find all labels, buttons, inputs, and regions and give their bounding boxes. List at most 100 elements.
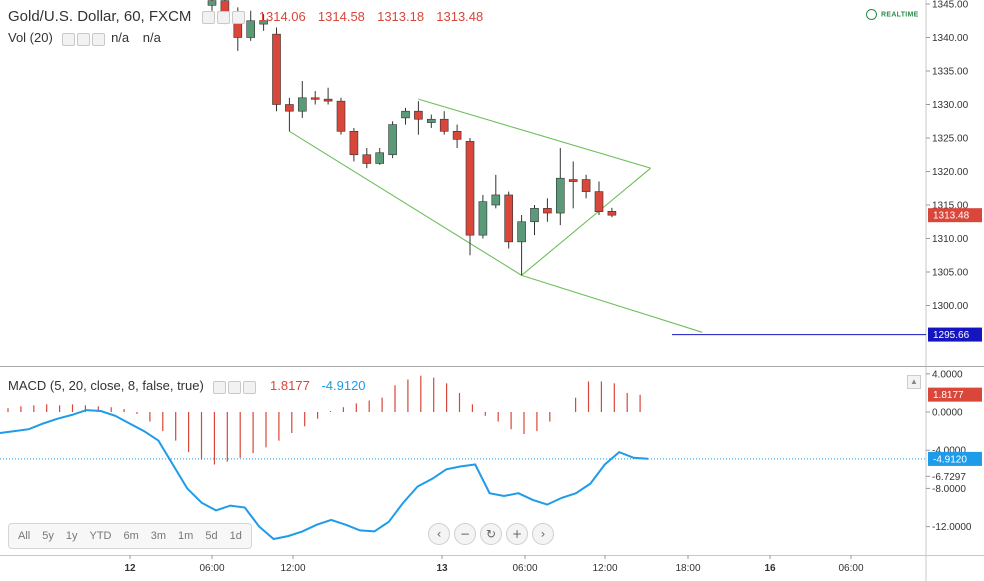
macd-tick-label: 0.0000	[932, 408, 963, 419]
range-button-all[interactable]: All	[12, 526, 36, 546]
last-price-box	[928, 208, 982, 223]
candle-body	[362, 154, 372, 164]
last-price-label: 1313.48	[933, 211, 970, 222]
range-button-1m[interactable]: 1m	[172, 526, 199, 546]
price-tick-label: 1310.00	[932, 234, 969, 245]
candle-body	[530, 208, 539, 223]
zoom-in-button[interactable]: +	[506, 523, 528, 545]
price-tick-label: 1320.00	[932, 167, 969, 178]
close-icon[interactable]	[243, 381, 257, 395]
candle-body	[478, 201, 488, 236]
chart-navigation: ‹ − ↻ + ›	[428, 523, 554, 545]
reset-button[interactable]: ↻	[480, 523, 502, 545]
close-icon[interactable]	[231, 11, 245, 25]
price-tick-label: 1300.00	[932, 301, 969, 312]
candle-body	[310, 97, 320, 100]
candle-body	[207, 0, 217, 6]
price-tick-label: 1345.00	[932, 0, 969, 11]
candle-body	[504, 194, 514, 243]
macd-tick-label: -4.0000	[932, 446, 966, 457]
gear-icon[interactable]	[216, 11, 230, 25]
eye-icon[interactable]	[201, 11, 215, 25]
range-button-6m[interactable]: 6m	[117, 526, 144, 546]
price-level-box	[928, 327, 982, 342]
candle-body	[259, 20, 268, 25]
time-tick-label: 13	[436, 563, 448, 574]
candle-body	[491, 194, 501, 206]
macd-hist-box	[928, 387, 982, 402]
candle-body	[349, 131, 359, 156]
time-tick-label: 16	[764, 563, 776, 574]
candle-body	[401, 110, 410, 119]
volume-value-b: n/a	[142, 30, 161, 45]
range-button-1y[interactable]: 1y	[60, 526, 84, 546]
macd-legend: MACD (5, 20, close, 8, false, true) 1.81…	[8, 378, 366, 395]
maximize-pane-button[interactable]: ▲	[907, 375, 921, 389]
trendline	[289, 130, 522, 276]
time-tick-label: 06:00	[199, 563, 224, 574]
time-tick-label: 18:00	[675, 563, 700, 574]
candle-body	[272, 33, 281, 105]
candle-body	[517, 221, 526, 243]
zoom-out-button[interactable]: −	[454, 523, 476, 545]
trendline	[521, 274, 703, 333]
price-level-label: 1295.66	[933, 330, 970, 341]
price-tick-label: 1335.00	[932, 67, 969, 78]
macd-line	[0, 409, 649, 541]
volume-controls[interactable]	[62, 31, 107, 47]
candle-body	[285, 104, 294, 112]
open-value: 1314.06	[258, 9, 306, 24]
time-tick-label: 06:00	[838, 563, 863, 574]
macd-controls[interactable]	[213, 379, 258, 395]
eye-icon[interactable]	[62, 33, 76, 47]
range-selector: All 5y 1y YTD 6m 3m 1m 5d 1d	[8, 523, 252, 549]
high-value: 1314.58	[317, 9, 365, 24]
candle-body	[581, 179, 591, 192]
range-button-ytd[interactable]: YTD	[83, 526, 117, 546]
range-button-3m[interactable]: 3m	[145, 526, 172, 546]
gear-icon[interactable]	[77, 33, 91, 47]
candle-body	[555, 177, 565, 214]
candle-body	[439, 118, 449, 132]
clock-icon	[866, 9, 877, 20]
legend-controls[interactable]	[201, 9, 247, 26]
gear-icon[interactable]	[228, 381, 242, 395]
time-tick-label: 12:00	[280, 563, 305, 574]
price-tick-label: 1305.00	[932, 268, 969, 279]
time-tick-label: 06:00	[512, 563, 537, 574]
eye-icon[interactable]	[213, 381, 227, 395]
price-tick-label: 1340.00	[932, 33, 969, 44]
time-tick-label: 12:00	[592, 563, 617, 574]
trendline	[521, 167, 651, 276]
candle-body	[375, 152, 385, 164]
candle-body	[607, 210, 617, 216]
candle-body	[297, 97, 307, 112]
close-icon[interactable]	[92, 33, 106, 47]
candle-body	[426, 118, 436, 123]
scroll-right-button[interactable]: ›	[532, 523, 554, 545]
symbol-title: Gold/U.S. Dollar, 60, FXCM	[8, 8, 192, 25]
macd-label: MACD (5, 20, close, 8, false, true)	[8, 378, 204, 393]
time-tick-label: 12	[124, 563, 136, 574]
scroll-left-button[interactable]: ‹	[428, 523, 450, 545]
candle-body	[388, 124, 397, 156]
candle-body	[336, 100, 346, 132]
macd-tick-label: -8.0000	[932, 484, 966, 495]
realtime-label: REALTIME	[881, 11, 919, 19]
candle-body	[543, 208, 552, 214]
range-button-5d[interactable]: 5d	[199, 526, 223, 546]
volume-value-a: n/a	[111, 30, 130, 45]
macd-tick-label: -12.0000	[932, 522, 972, 533]
candle-body	[594, 191, 604, 213]
candle-body	[452, 131, 462, 140]
macd-line-value: -4.9120	[321, 378, 366, 393]
price-tick-label: 1330.00	[932, 100, 969, 111]
range-button-5y[interactable]: 5y	[36, 526, 60, 546]
range-button-1d[interactable]: 1d	[224, 526, 248, 546]
price-legend: Gold/U.S. Dollar, 60, FXCM 1314.06 1314.…	[8, 8, 483, 26]
price-tick-label: 1315.00	[932, 201, 969, 212]
macd-hist-value: 1.8177	[270, 378, 310, 393]
macd-line-box	[928, 451, 982, 466]
macd-tick-label: -6.7297	[932, 472, 966, 483]
